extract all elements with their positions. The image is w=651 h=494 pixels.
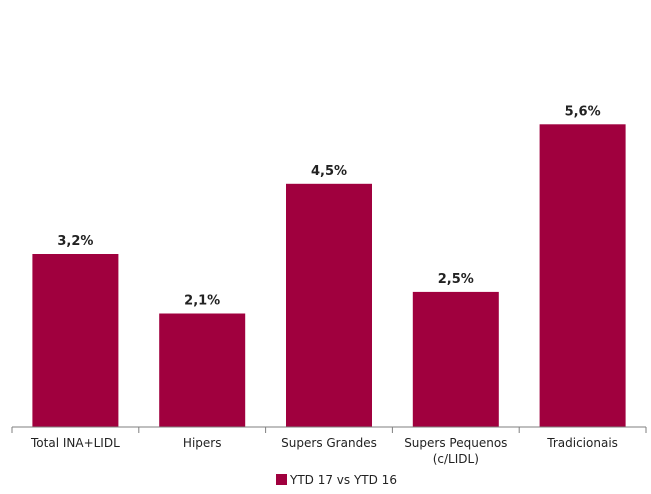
- data-label-1: 3,2%: [57, 234, 93, 249]
- data-label-2: 2,1%: [184, 294, 220, 309]
- bar-3: [286, 183, 372, 427]
- bar-4: [412, 291, 499, 427]
- x-tick-label-5: Tradicionais: [546, 436, 618, 450]
- data-label-4: 2,5%: [438, 272, 474, 287]
- data-label-3: 4,5%: [311, 164, 347, 179]
- x-tick-label-1: Total INA+LIDL: [30, 436, 120, 450]
- x-tick-labels-group: Total INA+LIDL Hipers Supers Grandes Supers…: [30, 436, 618, 466]
- x-tick-label-3: Supers Grandes: [281, 436, 377, 450]
- x-tick-label-2: Hipers: [183, 436, 222, 450]
- bar-5: [539, 124, 626, 428]
- legend-swatch: [276, 474, 287, 485]
- x-axis: [11, 426, 647, 433]
- x-tick-label-4: Supers Pequenos (c/LIDL): [404, 436, 507, 466]
- bars-group: [32, 124, 626, 428]
- legend-label: YTD 17 vs YTD 16: [289, 473, 397, 487]
- legend: YTD 17 vs YTD 16: [276, 473, 397, 487]
- bar-1: [32, 254, 119, 427]
- data-label-5: 5,6%: [565, 104, 601, 119]
- data-labels-group: 3,2% 2,1% 4,5% 2,5% 5,6%: [57, 104, 600, 308]
- bar-2: [159, 313, 246, 427]
